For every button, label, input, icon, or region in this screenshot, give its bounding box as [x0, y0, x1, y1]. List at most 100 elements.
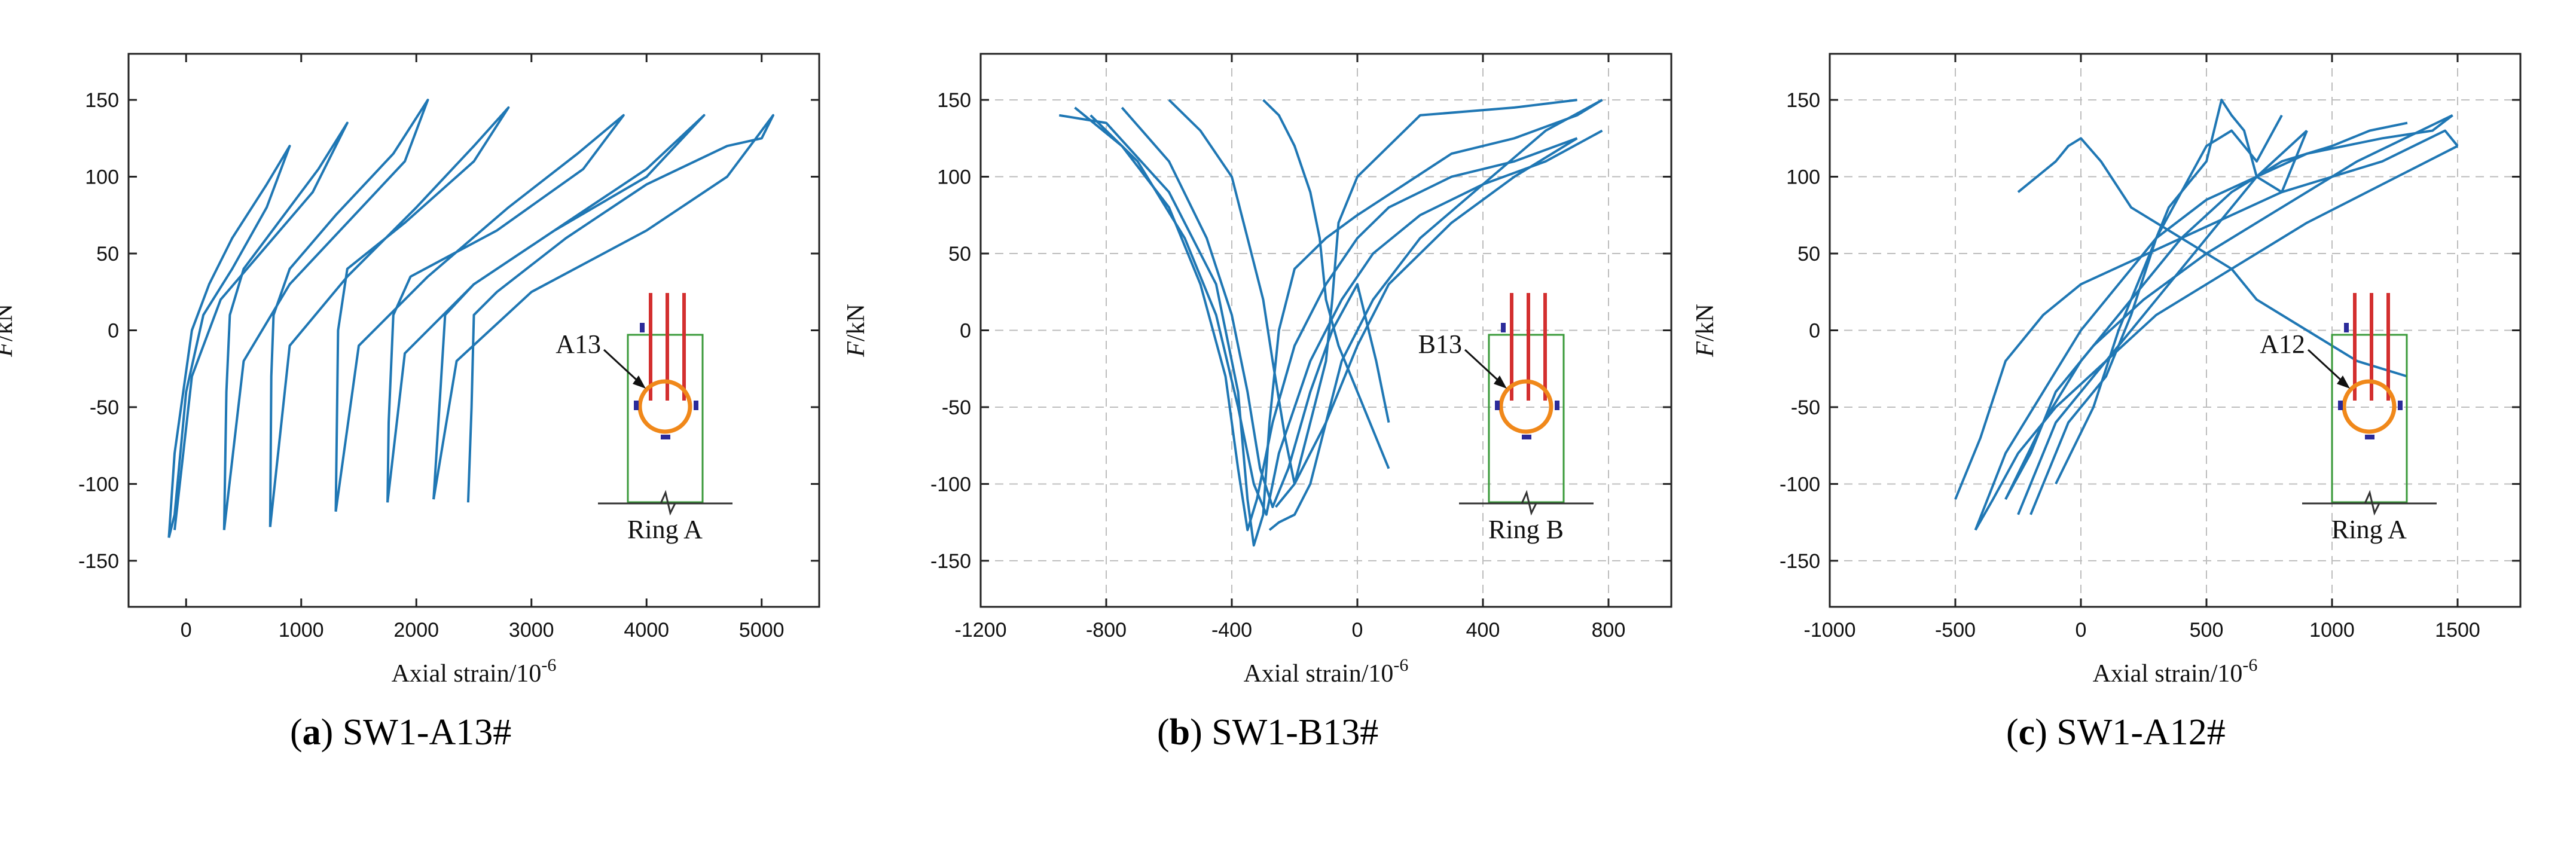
strain-gauge-marker — [634, 401, 639, 410]
strain-gauge-marker — [694, 401, 698, 410]
strain-gauge-marker — [1522, 435, 1531, 439]
ring-label: Ring A — [2331, 515, 2407, 544]
gauge-arrowhead — [633, 375, 646, 389]
x-tick-label: 0 — [1352, 619, 1363, 642]
caption-specimen: SW1-A13# — [333, 712, 511, 753]
y-axis-title-symbol: F — [843, 341, 870, 358]
strain-gauge-marker — [2365, 435, 2374, 439]
x-tick-label: 4000 — [624, 619, 669, 642]
series-line-cycle-6 — [2017, 137, 2408, 378]
gauge-label: A13 — [556, 329, 601, 359]
panel-caption: (c) SW1-A12# — [2006, 712, 2226, 753]
y-tick-label: 0 — [960, 320, 971, 343]
ring-label: Ring B — [1488, 515, 1564, 544]
y-tick-label: -50 — [90, 396, 119, 419]
x-tick-label: 0 — [181, 619, 192, 642]
series-line-cycle-7 — [2055, 99, 2308, 485]
y-tick-label: -100 — [930, 473, 971, 496]
series-line-cycle-2 — [1974, 145, 2458, 531]
y-axis-title-unit: /kN — [843, 304, 870, 341]
y-tick-label: 100 — [1786, 166, 1820, 189]
y-axis-title-unit: /kN — [0, 304, 18, 341]
series-line-cycle-3 — [1074, 106, 1578, 532]
gauge-arrowhead — [2337, 375, 2350, 389]
panel-caption: (b) SW1-B13# — [1157, 712, 1378, 753]
y-tick-label: 50 — [96, 243, 119, 265]
chart-panel-b: -1200 -800 -400 0 400 800 -150 -100 -50 0 50 100 150… — [843, 53, 1672, 753]
x-tick-label: -800 — [1086, 619, 1127, 642]
x-tick-label: -1000 — [1804, 619, 1856, 642]
gauge-label: A12 — [2260, 329, 2305, 359]
y-tick-label: -100 — [1780, 473, 1820, 496]
x-tick-label: 1000 — [279, 619, 324, 642]
x-axis-title: Axial strain/10-6 — [1244, 655, 1409, 688]
series-line-cycle-4 — [1274, 137, 1578, 508]
series-line-cycle-1 — [167, 145, 291, 538]
x-axis-title: Axial strain/10-6 — [2093, 655, 2258, 688]
caption-paren-close: ) — [1190, 712, 1202, 753]
ring-schematic-inset: A13 Ring A — [556, 293, 732, 544]
x-tick-label: 5000 — [739, 619, 785, 642]
chart-panel-a: 0 1000 2000 3000 4000 5000 -150 -100 -50 0 50 100 15… — [0, 53, 820, 753]
caption-letter: b — [1170, 712, 1190, 753]
y-axis-title-symbol: F — [0, 341, 18, 358]
strain-gauge-marker — [1555, 401, 1559, 410]
y-tick-label: -150 — [78, 550, 119, 573]
ring-circle — [2342, 379, 2397, 434]
x-axis-title-text: Axial strain/10 — [2093, 660, 2243, 688]
series-line-cycle-6 — [1168, 99, 1577, 485]
x-axis-title-text: Axial strain/10 — [1244, 660, 1394, 688]
x-tick-label: 800 — [1592, 619, 1626, 642]
series-line-cycle-5 — [334, 114, 625, 512]
caption-paren-close: ) — [2035, 712, 2047, 753]
y-axis-title: F/kN — [0, 304, 18, 358]
ring-label: Ring A — [627, 515, 703, 544]
x-tick-label: 500 — [2190, 619, 2224, 642]
break-symbol — [2364, 490, 2380, 516]
x-axis-title-exponent: -6 — [2242, 655, 2257, 675]
x-axis-title-exponent: -6 — [541, 655, 556, 675]
y-tick-label: 0 — [1809, 320, 1820, 343]
strain-gauge-marker — [2398, 401, 2403, 410]
x-tick-label: -500 — [1935, 619, 1976, 642]
series-line-cycle-4 — [2004, 114, 2453, 500]
strain-gauge-marker — [661, 435, 670, 439]
y-tick-label: -100 — [78, 473, 119, 496]
caption-paren-close: ) — [321, 712, 334, 753]
caption-letter: a — [303, 712, 321, 753]
y-tick-label: 100 — [85, 166, 119, 189]
y-axis-title-symbol: F — [1692, 341, 1719, 358]
y-axis-title: F/kN — [1692, 304, 1719, 358]
y-tick-label: 50 — [948, 243, 971, 265]
y-tick-label: 0 — [108, 320, 119, 343]
series-line-cycle-5 — [1089, 114, 1603, 516]
ring-outline — [2331, 334, 2408, 503]
x-axis-title: Axial strain/10-6 — [392, 655, 557, 688]
y-tick-label: -150 — [1780, 550, 1820, 573]
panel-caption: (a) SW1-A13# — [290, 712, 511, 753]
strain-gauge-marker — [1495, 401, 1500, 410]
ring-schematic-inset: B13 Ring B — [1418, 293, 1594, 544]
ring-schematic-inset: A12 Ring A — [2260, 293, 2437, 544]
y-tick-label: 150 — [937, 89, 971, 112]
series-line-cycle-4 — [268, 106, 510, 527]
gauge-arrowhead — [1494, 375, 1507, 389]
strain-gauge-marker — [640, 323, 645, 332]
series-line-cycle-3 — [222, 99, 429, 530]
x-tick-label: 3000 — [509, 619, 554, 642]
ring-circle — [637, 379, 692, 434]
chart-panel-c: -1000 -500 0 500 1000 1500-150-100-5005010015… — [1692, 53, 2522, 753]
series-line-cycle-9 — [2017, 130, 2308, 515]
x-tick-label: 0 — [2076, 619, 2087, 642]
x-axis-title-exponent: -6 — [1393, 655, 1408, 675]
ring-outline — [1488, 334, 1565, 503]
y-tick-label: 150 — [1786, 89, 1820, 112]
series-line-cycle-2 — [173, 121, 349, 530]
caption-specimen: SW1-B13# — [1202, 712, 1379, 753]
strain-gauge-marker — [2344, 323, 2349, 332]
series-line-cycle-7 — [1262, 99, 1390, 469]
ring-circle — [1498, 379, 1553, 434]
y-tick-label: -50 — [1791, 396, 1820, 419]
x-tick-label: 1500 — [2435, 619, 2480, 642]
